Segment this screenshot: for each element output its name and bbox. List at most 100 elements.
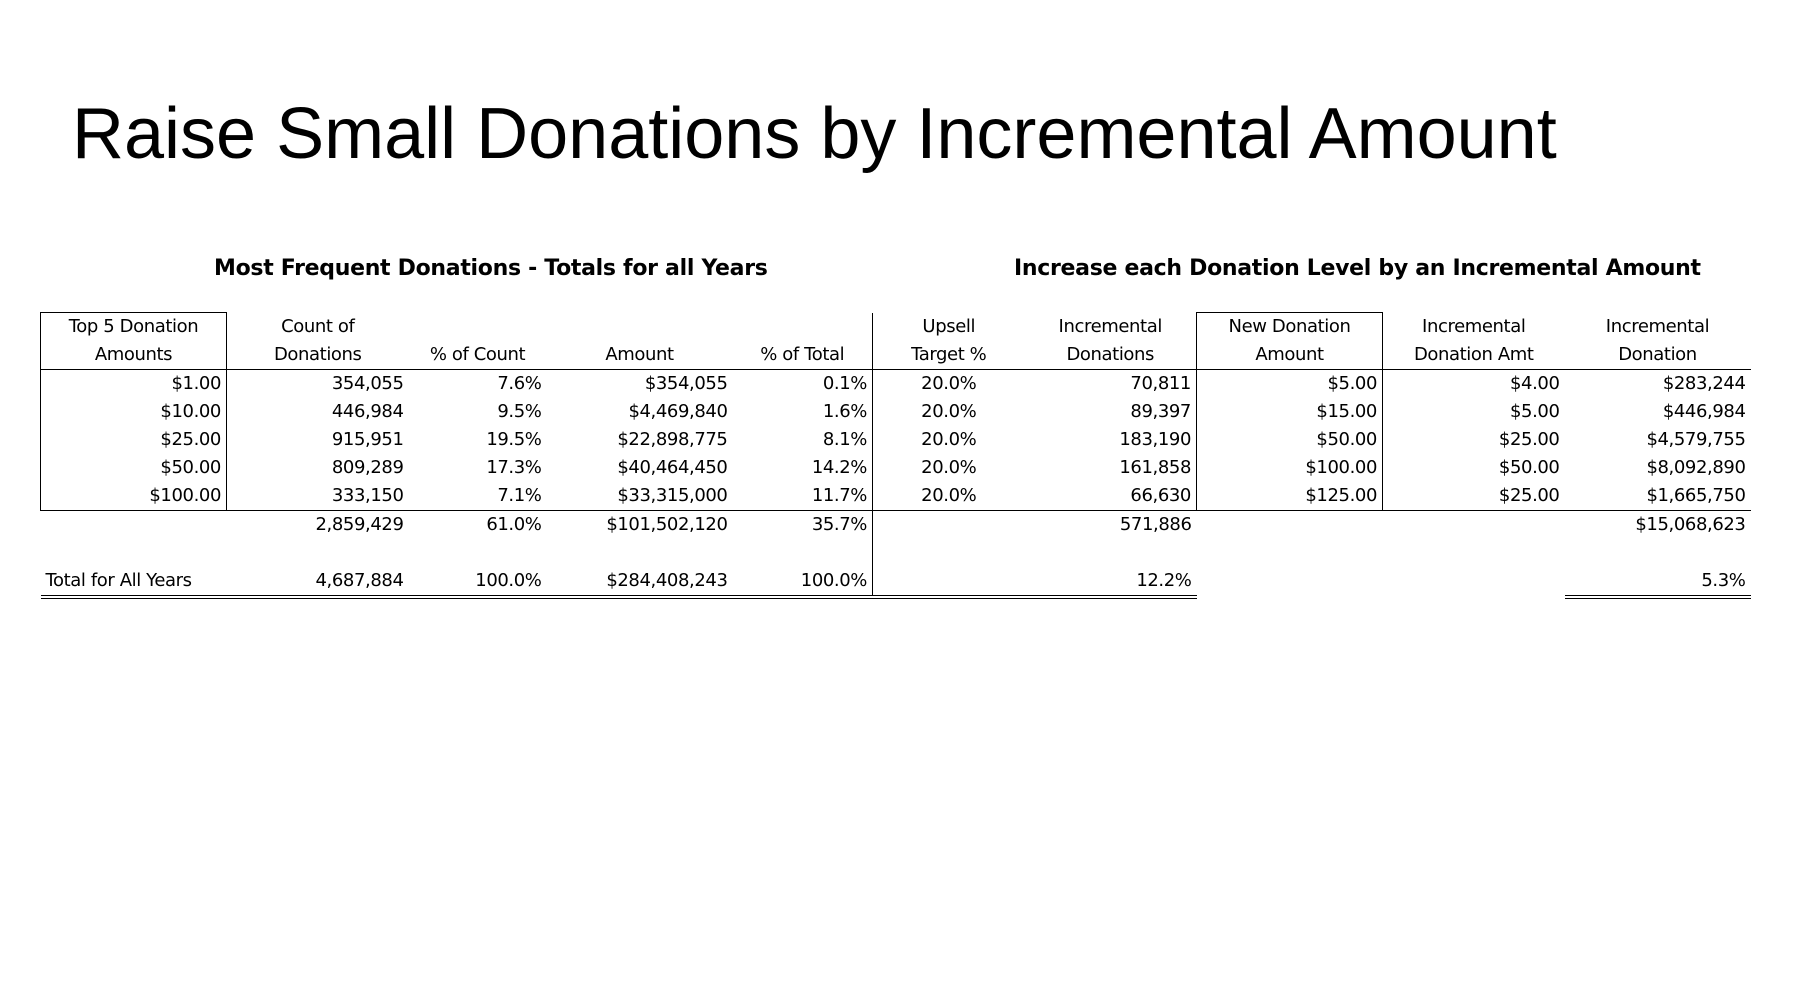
spacer-cell xyxy=(1565,539,1751,567)
donation-amount-cell: $100.00 xyxy=(40,482,227,511)
new-amount-cell: $15.00 xyxy=(1196,398,1383,426)
subtotal-row: 2,859,429 61.0% $101,502,120 35.7% 571,8… xyxy=(41,510,1751,540)
subtotal-upsell-empty xyxy=(873,511,1025,540)
total-pct-total: 100.0% xyxy=(732,567,873,599)
total-pct-count: 100.0% xyxy=(408,567,547,599)
table-row: $25.00 915,951 19.5% $22,898,775 8.1% 20… xyxy=(40,426,1751,454)
count-cell: 809,289 xyxy=(331,457,404,478)
count-cell: 354,055 xyxy=(331,373,404,394)
spacer-cell xyxy=(227,539,409,567)
col-header-pct-count-line2: % of Count xyxy=(408,341,547,370)
spacer-cell xyxy=(409,539,547,567)
pct-count-cell: 19.5% xyxy=(486,429,542,450)
incr-donation-cell: $446,984 xyxy=(1662,401,1746,422)
upsell-cell: 20.0% xyxy=(872,482,1025,511)
col-header-pct-total-line2: % of Total xyxy=(732,341,873,370)
donation-amount-cell: $50.00 xyxy=(40,454,227,482)
new-amount-cell: $100.00 xyxy=(1196,454,1383,482)
incr-donations-cell: 66,630 xyxy=(1024,482,1197,511)
col-header-pct-count-line1 xyxy=(409,313,547,342)
incr-donation-cell: $283,244 xyxy=(1662,373,1746,394)
subtotal-incr-donation: $15,068,623 xyxy=(1635,514,1746,535)
total-count: 4,687,884 xyxy=(226,567,409,599)
upsell-cell: 20.0% xyxy=(921,457,977,478)
spacer-cell xyxy=(1025,539,1197,567)
total-incr-donations-pct: 12.2% xyxy=(1024,567,1197,599)
table-row: $50.00 809,289 17.3% $40,464,450 14.2% 2… xyxy=(40,454,1751,482)
amount-cell: $354,055 xyxy=(644,373,728,394)
upsell-cell: 20.0% xyxy=(921,401,977,422)
col-header-incr-donation-line1: Incremental xyxy=(1605,315,1710,337)
col-header-top5-line1: Top 5 Donation xyxy=(40,312,227,341)
incr-donations-cell: 89,397 xyxy=(1024,398,1197,426)
pct-count-cell: 7.6% xyxy=(497,373,542,394)
total-incr-amt-empty xyxy=(1383,567,1565,597)
count-cell: 333,150 xyxy=(226,482,409,511)
donation-amount-cell: $25.00 xyxy=(40,426,227,454)
incr-amt-cell: $4.00 xyxy=(1509,373,1560,394)
incr-amt-cell: $50.00 xyxy=(1498,457,1560,478)
subtotal-amount: $101,502,120 xyxy=(606,514,728,535)
incr-amt-cell: $25.00 xyxy=(1498,429,1560,450)
count-cell: 446,984 xyxy=(331,401,404,422)
pct-total-cell: 8.1% xyxy=(732,426,873,454)
col-header-upsell-line1: Upsell xyxy=(922,315,976,337)
subtotal-pct-total: 35.7% xyxy=(732,510,873,539)
upsell-cell: 20.0% xyxy=(921,429,977,450)
pct-count-cell: 17.3% xyxy=(486,457,542,478)
col-header-incr-donations-line2: Donations xyxy=(1024,341,1197,370)
slide-title: Raise Small Donations by Incremental Amo… xyxy=(72,94,1557,174)
donations-table: Top 5 Donation Count of Upsell Increment… xyxy=(40,312,1751,599)
donation-amount-cell: $1.00 xyxy=(40,369,227,398)
total-upsell-empty xyxy=(872,567,1025,599)
amount-cell: $40,464,450 xyxy=(617,457,728,478)
col-header-top5-line2: Amounts xyxy=(40,341,227,370)
subtotal-new-amount-empty xyxy=(1197,511,1383,540)
col-header-new-amount-line1: New Donation xyxy=(1196,312,1383,341)
incr-amt-cell: $25.00 xyxy=(1382,482,1565,511)
subtotal-label-cell xyxy=(41,511,227,540)
count-cell: 915,951 xyxy=(331,429,404,450)
incr-donations-cell: 70,811 xyxy=(1024,369,1197,398)
col-header-incr-amt-line1: Incremental xyxy=(1422,315,1526,337)
table-row: $10.00 446,984 9.5% $4,469,840 1.6% 20.0… xyxy=(40,398,1751,426)
spacer-cell xyxy=(1197,539,1383,567)
col-header-pct-total-line1 xyxy=(732,312,873,341)
spacer-cell xyxy=(873,539,1025,567)
spacer-cell xyxy=(547,539,733,567)
col-header-amount-line2: Amount xyxy=(546,341,733,370)
incr-donation-cell: $4,579,755 xyxy=(1646,429,1746,450)
new-amount-cell: $50.00 xyxy=(1196,426,1383,454)
col-header-count-line2: Donations xyxy=(226,341,409,370)
header-row-2: Amounts Donations % of Count Amount % of… xyxy=(40,341,1751,370)
pct-count-cell: 9.5% xyxy=(497,401,542,422)
pct-total-cell: 11.7% xyxy=(732,482,873,511)
subtotal-incr-amt-empty xyxy=(1383,511,1565,540)
new-amount-cell: $125.00 xyxy=(1196,482,1383,511)
col-header-amount-line1 xyxy=(547,313,733,342)
total-label: Total for All Years xyxy=(40,567,227,599)
subtotal-count: 2,859,429 xyxy=(315,514,404,535)
subtotal-pct-count: 61.0% xyxy=(486,514,542,535)
amount-cell: $4,469,840 xyxy=(628,401,728,422)
incr-donations-cell: 161,858 xyxy=(1024,454,1197,482)
incr-donation-cell: $1,665,750 xyxy=(1564,482,1751,511)
spacer-cell xyxy=(1383,539,1565,567)
table-row: $100.00 333,150 7.1% $33,315,000 11.7% 2… xyxy=(40,482,1751,511)
donation-amount-cell: $10.00 xyxy=(40,398,227,426)
total-new-amount-empty xyxy=(1197,567,1383,597)
spacer-row xyxy=(41,539,1751,567)
col-header-count-line1: Count of xyxy=(281,315,355,337)
col-header-incr-amt-line2: Donation Amt xyxy=(1382,341,1565,370)
incr-donation-cell: $8,092,890 xyxy=(1646,457,1746,478)
subtotal-incr-donations: 571,886 xyxy=(1119,514,1192,535)
spacer-cell xyxy=(41,539,227,567)
amount-cell: $33,315,000 xyxy=(546,482,733,511)
new-amount-cell: $5.00 xyxy=(1196,369,1383,398)
table-row: $1.00 354,055 7.6% $354,055 0.1% 20.0% 7… xyxy=(40,369,1751,398)
col-header-incr-donations-line1: Incremental xyxy=(1024,312,1197,341)
pct-total-cell: 1.6% xyxy=(732,398,873,426)
total-amount: $284,408,243 xyxy=(546,567,733,599)
col-header-upsell-line2: Target % xyxy=(872,341,1025,370)
heading-incremental-increase: Increase each Donation Level by an Incre… xyxy=(1014,256,1701,281)
